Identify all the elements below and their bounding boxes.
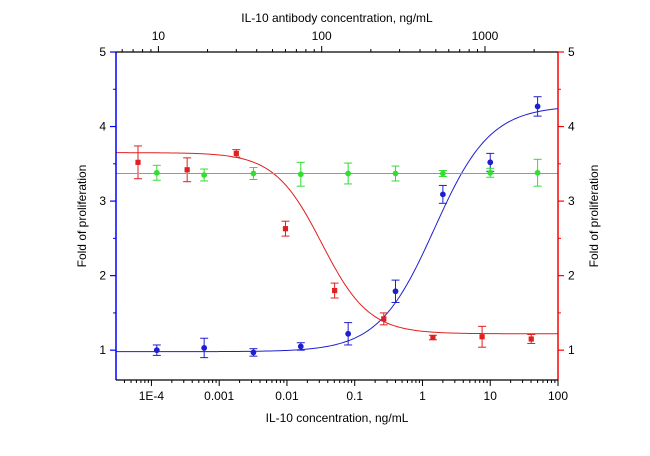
plot-content: [116, 96, 559, 359]
y2-axis-label: Fold of proliferation: [587, 165, 601, 268]
x2-tick-label: 100: [312, 29, 332, 43]
y2-tick-label: 1: [568, 343, 575, 357]
series-0-point: [534, 103, 541, 110]
y-tick-label: 5: [99, 45, 106, 59]
series-1-point: [233, 150, 239, 156]
x-tick-label: 100: [548, 389, 568, 403]
x2-tick-label: 1000: [472, 29, 499, 43]
series-0-point: [153, 347, 160, 354]
series-1-point: [381, 316, 387, 322]
series-0-point: [201, 345, 208, 351]
series-0-point: [487, 159, 494, 166]
series-2-point: [153, 169, 160, 176]
series-2-point: [534, 169, 541, 176]
series-1-point: [479, 334, 485, 340]
y-tick-label: 4: [99, 120, 106, 134]
y-tick-label: 3: [99, 194, 106, 208]
series-1-point: [528, 336, 534, 342]
series-1-point: [430, 334, 436, 341]
series-1-point: [332, 287, 338, 294]
y2-tick-label: 3: [568, 194, 575, 208]
axis-ticks: 1E-4 0.001 0.01 0.1 1 10 100 10 100 1000 1 1 2 2 3 3 4 4 5…: [99, 29, 575, 403]
series-1-point: [184, 167, 190, 173]
x2-axis-label: IL-10 antibody concentration, ng/mL: [241, 11, 433, 25]
series-2-point: [439, 170, 446, 177]
series-0-fit-line: [116, 108, 559, 353]
series-1-fit-line: [116, 152, 558, 335]
series-2-point: [392, 170, 399, 177]
series-2-point: [487, 169, 494, 176]
y-axis-label: Fold of proliferation: [75, 165, 89, 268]
y-tick-label: 2: [99, 269, 106, 283]
series-0-point: [439, 191, 446, 198]
series-1-point: [282, 226, 289, 232]
series-2-point: [201, 172, 208, 178]
x-tick-label: 0.001: [204, 389, 234, 403]
series-2-point: [345, 170, 352, 177]
series-2-point: [297, 171, 304, 178]
y2-tick-label: 4: [568, 120, 575, 134]
x-tick-label: 10: [484, 389, 498, 403]
series-1-point: [135, 159, 141, 165]
x2-tick-label: 10: [152, 29, 166, 43]
x-tick-label: 0.1: [346, 389, 363, 403]
x-tick-label: 0.01: [275, 389, 299, 403]
x-tick-label: 1: [419, 389, 426, 403]
y2-tick-label: 5: [568, 45, 575, 59]
series-0-point: [345, 330, 352, 337]
y-tick-label: 1: [99, 343, 106, 357]
series-0-point: [297, 343, 304, 350]
x-tick-label: 1E-4: [139, 389, 165, 403]
y2-tick-label: 2: [568, 269, 575, 283]
x-axis-label: IL-10 concentration, ng/mL: [266, 411, 409, 425]
series-2-point: [250, 170, 257, 177]
series-0-point: [250, 349, 257, 356]
series-0-point: [392, 288, 399, 295]
